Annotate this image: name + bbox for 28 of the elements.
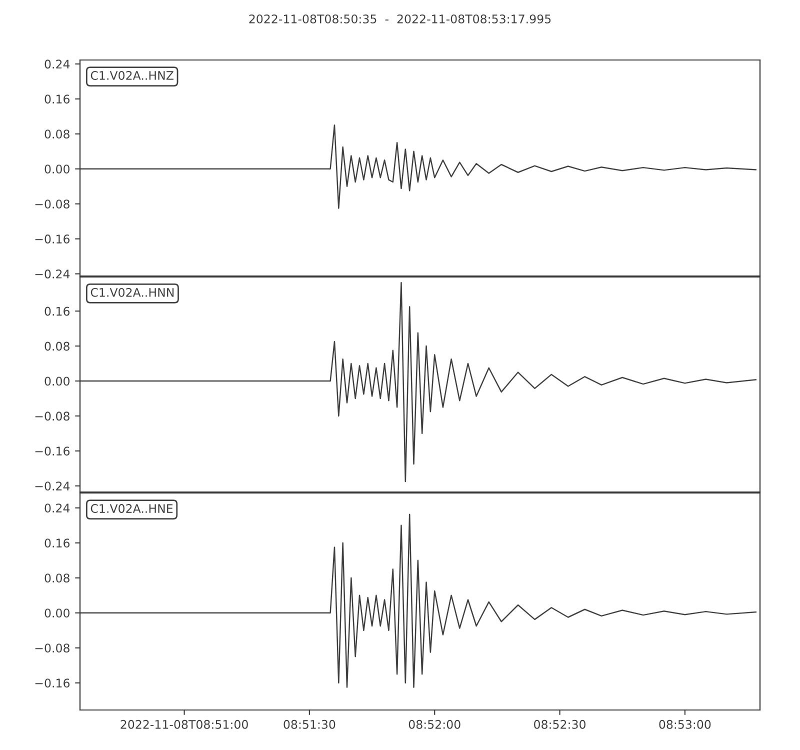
y-tick-label: −0.16 [35,446,70,456]
x-tick-label: 08:53:00 [659,720,711,729]
y-tick-label: −0.08 [35,412,70,421]
x-tick-label: 08:52:30 [534,720,586,729]
y-tick-label: 0.00 [44,376,70,386]
y-tick-label: 0.16 [44,538,70,548]
y-tick-label: −0.08 [35,644,70,653]
y-tick-label: 0.00 [44,608,70,618]
y-tick-label: −0.16 [35,234,70,244]
y-tick-label: −0.24 [35,270,70,278]
y-tick-label: 0.24 [44,60,70,69]
y-tick-label: 0.16 [44,306,70,316]
y-tick-label: −0.08 [35,200,70,209]
y-tick-label: 0.00 [44,164,70,174]
x-tick-label: 08:52:00 [408,720,460,729]
y-tick-label: 0.08 [44,574,70,583]
y-tick-label: 0.24 [44,504,70,513]
y-tick-label: −0.24 [35,482,70,491]
chart-title: 2022-11-08T08:50:35 - 2022-11-08T08:53:17.995 [249,14,551,24]
annotation: C1.V02A..HNZ [90,71,174,80]
annotation: C1.V02A..HNE [90,504,173,513]
y-tick-label: 0.08 [44,130,70,139]
y-tick-label: 0.16 [44,94,70,104]
x-tick-label: 08:51:30 [284,720,336,729]
y-tick-label: 0.08 [44,342,70,351]
x-tick-label: 2022-11-08T08:51:00 [120,720,248,729]
y-tick-label: −0.16 [35,678,70,688]
annotation: C1.V02A..HNN [90,288,174,297]
